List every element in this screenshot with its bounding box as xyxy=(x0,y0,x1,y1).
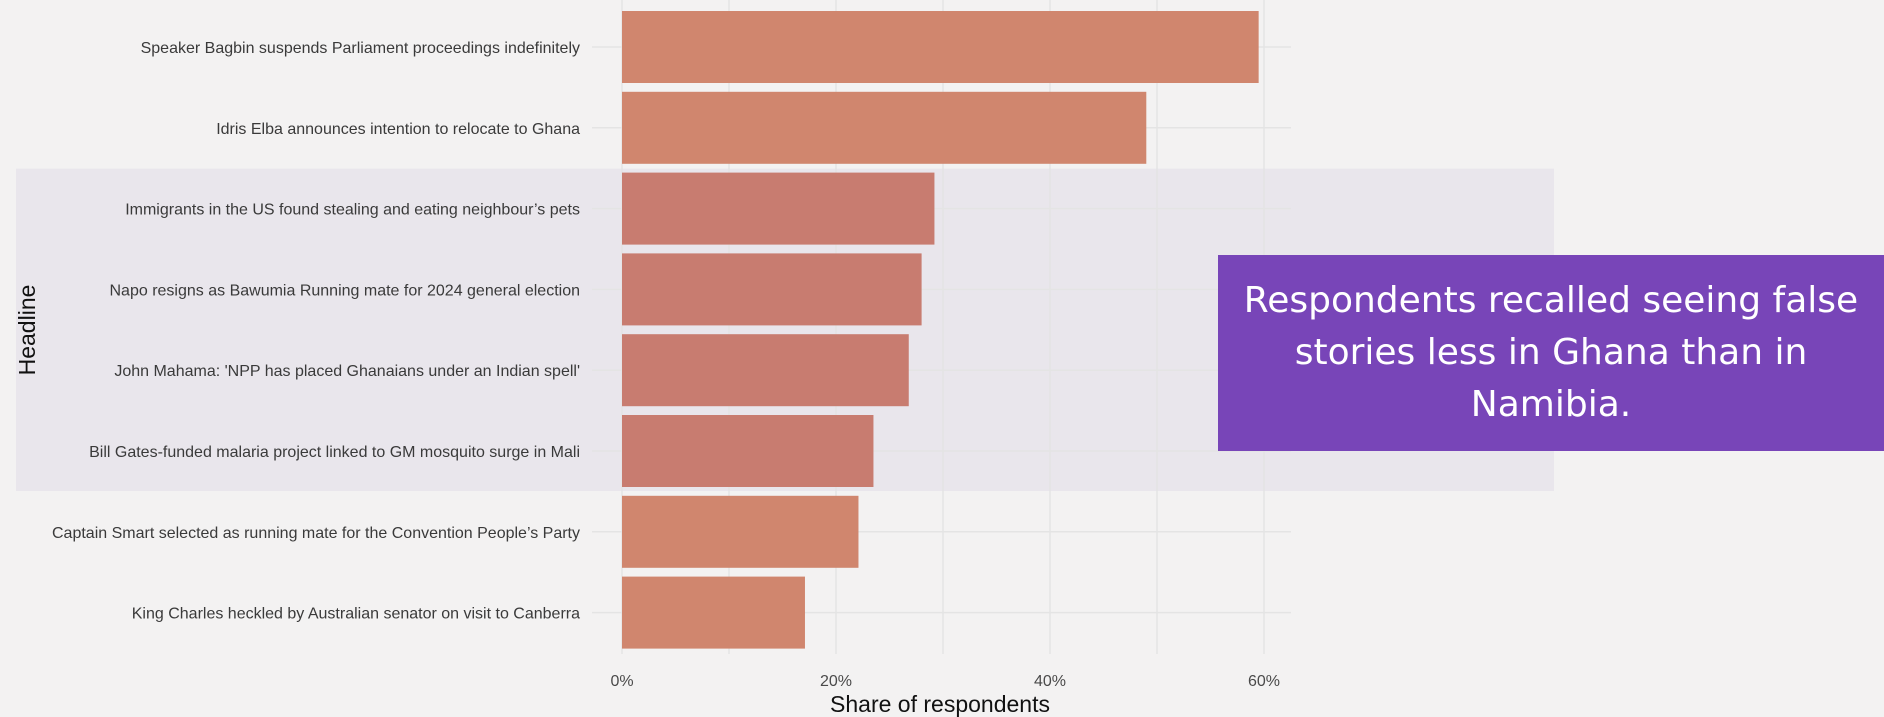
x-tick-label: 0% xyxy=(610,673,633,690)
bar xyxy=(622,11,1259,83)
x-tick-label: 20% xyxy=(820,673,852,690)
category-label: Immigrants in the US found stealing and … xyxy=(125,202,580,219)
category-label: Idris Elba announces intention to reloca… xyxy=(216,121,580,138)
bar xyxy=(622,495,859,568)
x-axis-title: Share of respondents xyxy=(830,691,1050,717)
bar xyxy=(622,334,909,407)
annotation-callout: Respondents recalled seeing false storie… xyxy=(1218,255,1884,451)
bar xyxy=(622,576,805,649)
category-label: John Mahama: 'NPP has placed Ghanaians u… xyxy=(114,363,580,380)
x-tick-label: 40% xyxy=(1034,673,1066,690)
bar xyxy=(622,172,935,245)
x-tick-label: 60% xyxy=(1248,673,1280,690)
category-label: Captain Smart selected as running mate f… xyxy=(52,525,580,542)
category-label: King Charles heckled by Australian senat… xyxy=(132,606,580,623)
bar xyxy=(622,91,1147,164)
category-label: Speaker Bagbin suspends Parliament proce… xyxy=(141,40,580,57)
annotation-text: Respondents recalled seeing false storie… xyxy=(1243,280,1859,425)
y-axis-title: Headline xyxy=(14,285,40,376)
bar xyxy=(622,253,922,326)
category-label: Napo resigns as Bawumia Running mate for… xyxy=(110,282,581,299)
bar xyxy=(622,415,874,487)
category-label: Bill Gates-funded malaria project linked… xyxy=(89,444,580,461)
